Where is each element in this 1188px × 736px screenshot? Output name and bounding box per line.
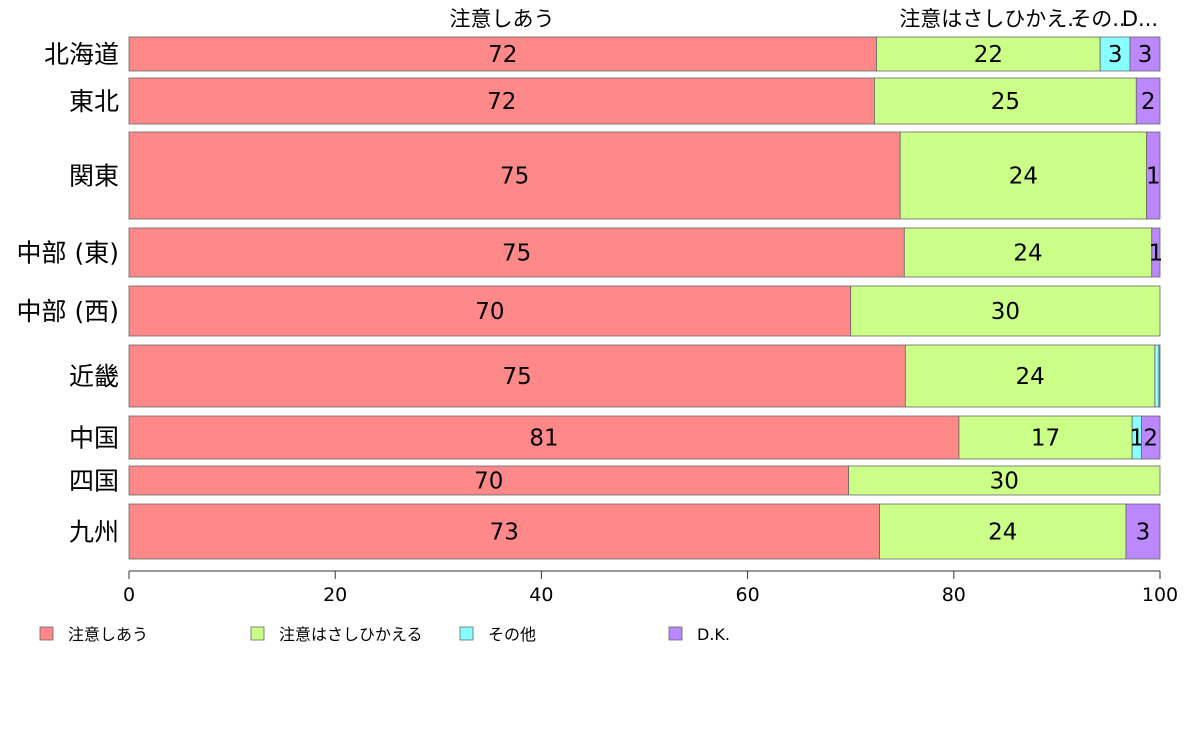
bar-segment (128, 465, 850, 496)
data-label: 72 (487, 89, 516, 115)
legend-label: その他 (488, 625, 536, 644)
bar-segment (1099, 36, 1131, 72)
data-label: 24 (988, 520, 1017, 546)
data-label: 24 (1015, 364, 1044, 390)
legend-label: 注意しあう (68, 625, 148, 644)
top-series-label: その.. (1070, 7, 1125, 31)
x-tick-label: 40 (529, 584, 553, 606)
x-tick-label: 100 (1142, 584, 1178, 606)
data-label: 1 (1129, 426, 1144, 452)
bar-segment (1129, 36, 1161, 72)
bar-segment (1146, 131, 1161, 220)
top-series-label: 注意しあう (450, 7, 555, 31)
legend-label: 注意はさしひかえる (279, 625, 423, 644)
bar-segment (903, 227, 1153, 278)
top-series-label: D... (1122, 7, 1158, 31)
data-label: 3 (1136, 520, 1151, 546)
bar-segment (958, 415, 1133, 460)
x-tick-label: 80 (942, 584, 966, 606)
bar-segment (128, 415, 960, 460)
data-label: 30 (990, 469, 1019, 495)
top-series-label: 注意はさしひかえ.. (899, 7, 1080, 31)
bar-segment (874, 77, 1137, 125)
category-label: 中部 (西) (17, 297, 119, 326)
bar-segment (879, 503, 1127, 560)
category-label: 四国 (69, 467, 119, 496)
bar-segment (1141, 415, 1161, 460)
x-tick-label: 20 (323, 584, 347, 606)
bar-segment (128, 227, 905, 278)
data-label: 75 (502, 241, 531, 267)
data-label: 24 (1013, 241, 1042, 267)
category-label: 東北 (69, 87, 119, 116)
bar-segment (1151, 227, 1161, 278)
legend-label: D.K. (697, 625, 730, 644)
bar-segment (128, 36, 877, 72)
category-label: 北海道 (44, 40, 119, 69)
category-label: 中国 (69, 424, 119, 453)
bar-segment (1158, 344, 1161, 408)
data-label: 30 (991, 299, 1020, 325)
bar-segment (904, 344, 1156, 408)
data-label: 1 (1149, 241, 1164, 267)
bar-segment (848, 465, 1161, 496)
bar-segment (899, 131, 1147, 220)
bar-segment (1135, 77, 1161, 125)
category-label: 近畿 (69, 362, 119, 391)
data-label: 73 (490, 520, 519, 546)
bar-segment (128, 503, 880, 560)
data-label: 1 (1146, 164, 1161, 190)
legend-swatch (459, 626, 474, 641)
legend-swatch (250, 626, 265, 641)
bar-segment (876, 36, 1101, 72)
bar-segment (128, 131, 901, 220)
data-label: 81 (529, 426, 558, 452)
bar-segment (1154, 344, 1160, 408)
data-label: 72 (488, 42, 517, 68)
data-label: 70 (474, 469, 503, 495)
bar-segment (128, 344, 906, 408)
data-label: 24 (1009, 164, 1038, 190)
category-label: 関東 (69, 162, 119, 191)
data-label: 3 (1138, 42, 1153, 68)
data-label: 2 (1143, 426, 1158, 452)
data-label: 17 (1031, 426, 1060, 452)
bar-segment (128, 77, 875, 125)
legend-swatch (39, 626, 54, 641)
data-label: 70 (475, 299, 504, 325)
x-tick-label: 0 (123, 584, 135, 606)
data-label: 3 (1108, 42, 1123, 68)
data-label: 75 (503, 364, 532, 390)
category-label: 中部 (東) (17, 239, 119, 268)
bar-segment (1125, 503, 1161, 560)
bar-segment (128, 285, 852, 337)
bar-segment (850, 285, 1161, 337)
legend-swatch (668, 626, 683, 641)
category-label: 九州 (69, 518, 119, 547)
x-tick-label: 60 (736, 584, 760, 606)
data-label: 75 (500, 164, 529, 190)
data-label: 25 (991, 89, 1020, 115)
data-label: 2 (1141, 89, 1156, 115)
data-label: 22 (974, 42, 1003, 68)
